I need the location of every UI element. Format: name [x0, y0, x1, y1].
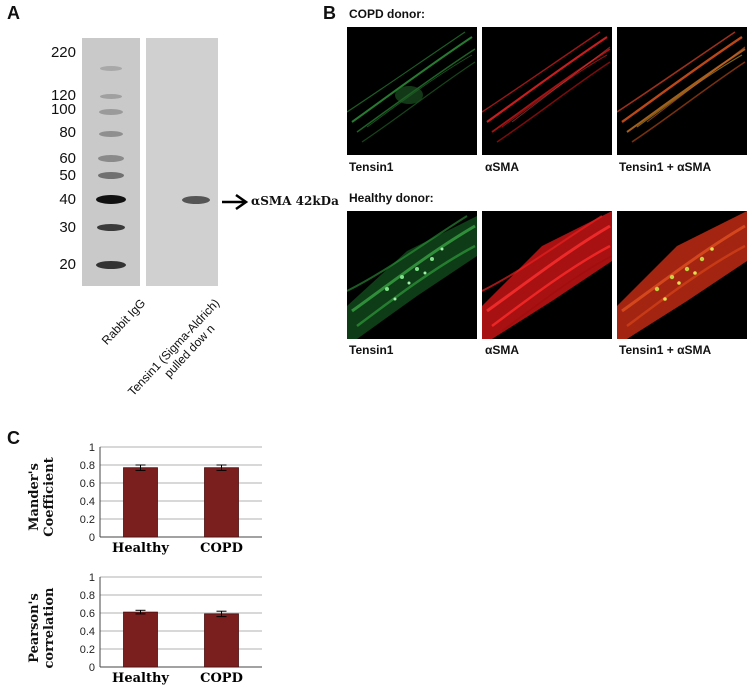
ladder-band — [99, 131, 123, 137]
chart2-ytick-label: 0.4 — [80, 626, 95, 638]
chart2-ytick-label: 0 — [89, 662, 95, 674]
chart2-bar-copd — [204, 613, 239, 668]
healthy-asma-fibers — [482, 211, 612, 339]
sample-blot — [146, 38, 218, 286]
asma-band — [182, 196, 210, 204]
healthy-merge-fibers — [617, 211, 747, 339]
copd-caption-asma: αSMA — [485, 160, 520, 174]
chart2-plot: 0 0.2 0.4 0.6 0.8 1 Healthy COPD — [80, 572, 262, 686]
healthy-asma-image — [482, 211, 612, 339]
copd-merge-image — [617, 27, 747, 155]
mw-marker-column: 220 120 100 80 60 50 40 30 20 — [36, 38, 76, 288]
chart1-bar-healthy — [123, 467, 158, 538]
panel-c-letter: C — [7, 428, 20, 448]
panel-a-letter: A — [7, 3, 20, 23]
copd-caption-tensin1: Tensin1 — [349, 160, 394, 174]
mw-marker-30: 30 — [59, 219, 76, 236]
chart1-bar-copd — [204, 467, 239, 538]
chart1-ytick-label: 0.6 — [80, 478, 95, 490]
ladder-band — [97, 224, 125, 231]
chart1-ylabel-line1: Mander's — [27, 463, 42, 531]
chart1-ylabel: Mander's Coefficient — [27, 447, 57, 537]
mw-marker-100: 100 — [50, 101, 76, 118]
chart2-ytick-label: 0.6 — [80, 608, 95, 620]
mw-marker-50: 50 — [59, 167, 76, 184]
mw-marker-80: 80 — [59, 124, 76, 141]
chart2-ylabel-line2: correlation — [42, 587, 57, 669]
copd-asma-image — [482, 27, 612, 155]
copd-tensin1-fibers — [347, 31, 476, 143]
chart2-ytick-label: 0.2 — [80, 644, 95, 656]
copd-asma-fibers — [482, 31, 611, 143]
chart2-ylabel: Pearson's correlation — [27, 578, 57, 669]
chart1-ytick-label: 1 — [89, 442, 95, 454]
chart1-ytick-label: 0.2 — [80, 514, 95, 526]
chart2-ytick-label: 1 — [89, 572, 95, 584]
mw-marker-220: 220 — [50, 44, 76, 61]
chart1-category-label: COPD — [200, 541, 243, 556]
ladder-band — [100, 94, 122, 99]
mw-marker-20: 20 — [59, 256, 76, 273]
arrow-icon — [222, 193, 249, 211]
ladder-blot — [82, 38, 140, 286]
mw-marker-60: 60 — [59, 150, 76, 167]
healthy-caption-merge: Tensin1 + αSMA — [619, 343, 712, 357]
copd-tensin1-image — [347, 27, 477, 155]
chart2-category-label: Healthy — [112, 671, 169, 686]
chart2-ylabel-line1: Pearson's — [27, 593, 42, 663]
lane-label-tensin1-line2: pulled dow n — [161, 321, 218, 381]
healthy-donor-label: Healthy donor: — [349, 191, 434, 205]
mw-marker-120: 120 — [50, 87, 76, 104]
panel-b-letter: B — [323, 3, 336, 23]
copd-caption-merge: Tensin1 + αSMA — [619, 160, 712, 174]
ladder-band — [98, 172, 124, 179]
ladder-band — [99, 109, 123, 115]
ladder-band — [96, 261, 126, 269]
ladder-band — [96, 195, 126, 204]
chart1-ylabel-line2: Coefficient — [42, 457, 57, 537]
healthy-caption-asma: αSMA — [485, 343, 520, 357]
ladder-band — [100, 66, 122, 71]
chart1-plot: 0 0.2 0.4 0.6 0.8 1 Healthy COPD — [80, 442, 262, 556]
chart2-ytick-label: 0.8 — [80, 590, 95, 602]
chart1-ytick-label: 0.8 — [80, 460, 95, 472]
healthy-merge-image — [617, 211, 747, 339]
healthy-caption-tensin1: Tensin1 — [349, 343, 394, 357]
healthy-tensin1-image — [347, 211, 477, 339]
healthy-tensin1-fibers — [347, 215, 477, 339]
lane-label-rabbit-igg: Rabbit IgG — [98, 296, 149, 348]
chart2-bar-healthy — [123, 611, 158, 668]
chart2-category-label: COPD — [200, 671, 243, 686]
copd-merge-fibers — [617, 31, 746, 143]
chart1-ytick-label: 0.4 — [80, 496, 95, 508]
mw-marker-40: 40 — [59, 191, 76, 208]
chart1-ytick-label: 0 — [89, 532, 95, 544]
asma-arrow-label: αSMA 42kDa — [251, 194, 339, 208]
chart1-category-label: Healthy — [112, 541, 169, 556]
ladder-band — [98, 155, 124, 162]
copd-donor-label: COPD donor: — [349, 7, 425, 21]
